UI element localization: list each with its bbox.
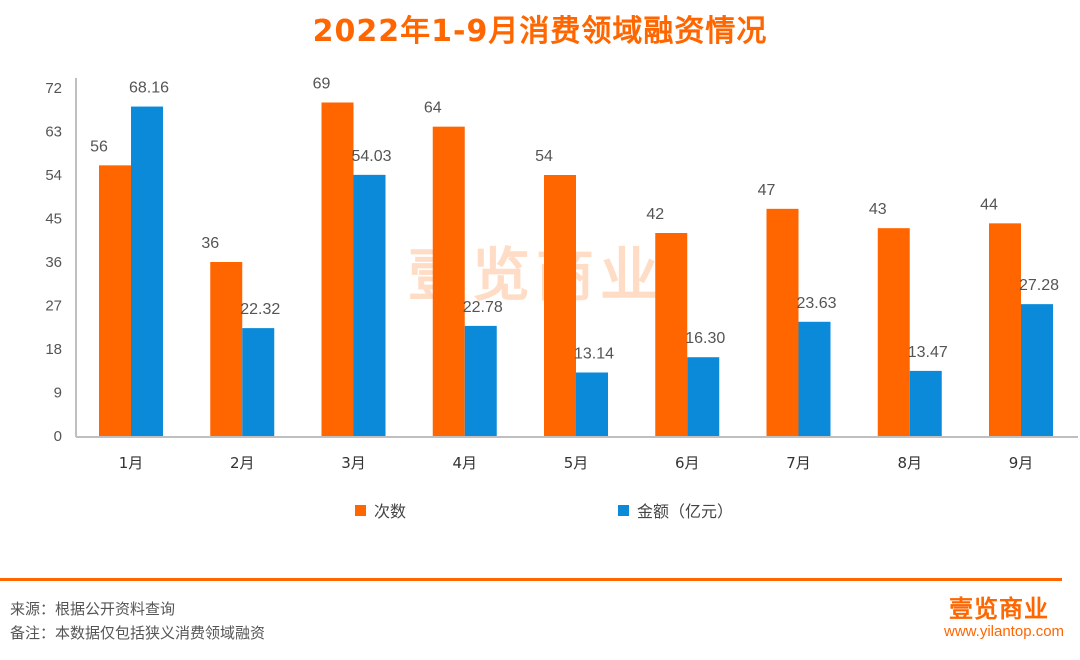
bar-count <box>877 228 910 436</box>
data-label-count: 64 <box>424 100 442 117</box>
data-label-count: 36 <box>201 235 219 252</box>
bar-amount <box>464 325 497 436</box>
data-label-amount: 22.32 <box>240 301 280 318</box>
bars <box>99 102 1053 437</box>
data-label-count: 44 <box>980 196 998 213</box>
data-label-count: 69 <box>313 76 331 93</box>
bar-amount <box>576 372 608 436</box>
data-label-amount: 13.14 <box>574 345 614 362</box>
data-label-count: 56 <box>90 138 108 155</box>
data-label-count: 42 <box>646 206 664 223</box>
legend-swatch-count <box>355 504 366 516</box>
bar-amount <box>798 321 831 436</box>
data-label-amount: 16.30 <box>685 330 725 347</box>
legend-swatch-amount <box>618 504 629 516</box>
legend-label-amount: 金额（亿元） <box>637 502 734 521</box>
brand-logo-text: 壹览商业 <box>949 595 1049 623</box>
y-tick-label: 0 <box>54 428 62 445</box>
data-label-count: 54 <box>535 148 553 165</box>
y-axis-ticks: 0 9 18 27 36 45 54 63 72 <box>45 80 62 445</box>
chart-title: 2022年1-9月消费领域融资情况 <box>312 14 768 49</box>
data-label-amount: 13.47 <box>908 344 948 361</box>
bar-amount <box>353 174 386 436</box>
source-note: 来源：根据公开资料查询 <box>10 600 176 618</box>
x-tick-label: 9月 <box>1009 454 1034 472</box>
y-tick-label: 45 <box>45 211 62 228</box>
bar-amount <box>242 328 275 436</box>
bar-count <box>655 233 688 436</box>
legend-label-count: 次数 <box>374 502 407 521</box>
bar-amount <box>1021 304 1053 436</box>
bar-amount <box>909 370 942 436</box>
data-label-count: 47 <box>758 182 776 199</box>
y-tick-label: 9 <box>54 385 62 402</box>
data-label-count: 43 <box>869 201 887 218</box>
brand-url: www.yilantop.com <box>944 623 1065 640</box>
bar-count <box>766 208 799 436</box>
legend-item-count: 次数 <box>355 498 406 522</box>
x-tick-label: 7月 <box>786 454 811 472</box>
data-label-amount: 22.78 <box>463 299 503 316</box>
data-label-amount: 68.16 <box>129 80 169 97</box>
bar-count <box>989 223 1021 436</box>
y-tick-label: 27 <box>45 298 62 315</box>
bar-count <box>544 175 576 436</box>
y-tick-label: 63 <box>45 124 62 141</box>
legend-item-amount: 金额（亿元） <box>618 498 733 522</box>
bar-chart: 0 9 18 27 36 45 54 63 72 56 36 69 64 54 42 47 43 44 68.16… <box>45 76 1078 472</box>
remark-note: 备注：本数据仅包括狭义消费领域融资 <box>10 624 266 642</box>
x-tick-label: 5月 <box>564 454 589 472</box>
data-label-amount: 27.28 <box>1019 277 1059 294</box>
y-tick-label: 72 <box>45 80 62 97</box>
data-label-amount: 23.63 <box>796 295 836 312</box>
y-tick-label: 36 <box>45 254 62 271</box>
data-labels: 56 36 69 64 54 42 47 43 44 68.16 22.32 54.03 22.78 13… <box>90 76 1059 363</box>
x-tick-label: 6月 <box>675 454 700 472</box>
bar-count <box>99 165 131 436</box>
y-tick-label: 54 <box>45 167 62 184</box>
x-tick-label: 3月 <box>341 454 366 472</box>
bar-count <box>432 126 465 437</box>
bar-amount <box>687 357 720 436</box>
x-tick-label: 8月 <box>897 454 922 472</box>
footer-divider <box>0 578 1062 581</box>
brand-logo: 壹览商业 www.yilantop.com <box>944 595 1065 642</box>
y-tick-label: 18 <box>45 341 62 358</box>
x-tick-label: 2月 <box>230 454 255 472</box>
x-tick-label: 4月 <box>452 454 477 472</box>
bar-count <box>210 262 243 436</box>
data-label-amount: 54.03 <box>351 148 391 165</box>
bar-count <box>321 102 354 436</box>
x-axis-ticks: 1月 2月 3月 4月 5月 6月 7月 8月 9月 <box>119 454 1034 472</box>
x-tick-label: 1月 <box>119 454 144 472</box>
bar-amount <box>131 106 163 436</box>
